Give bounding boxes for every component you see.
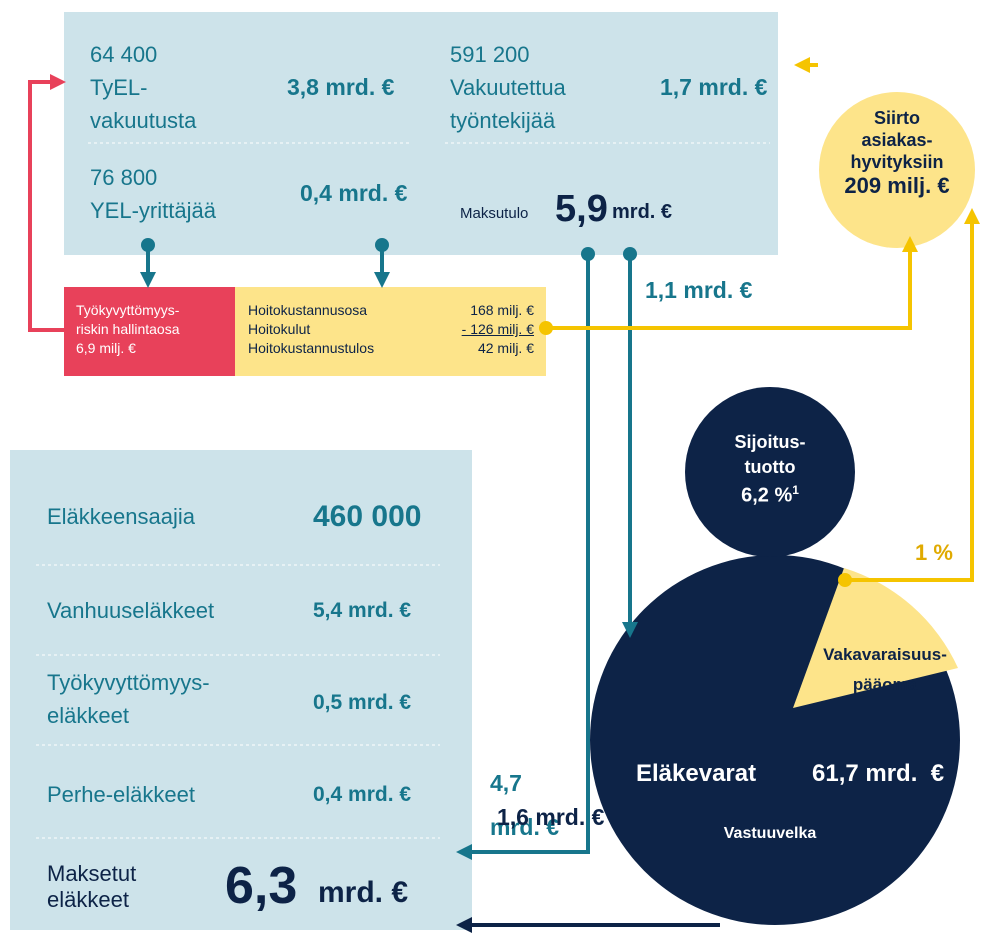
investment-circle bbox=[685, 387, 855, 557]
pension-value: 0,5 mrd. € bbox=[313, 691, 412, 714]
flow-label: 4,7 bbox=[490, 770, 522, 796]
pension-total-value: 6,3 bbox=[225, 857, 298, 915]
label: työntekijää bbox=[450, 108, 556, 133]
admin-value: 42 milj. € bbox=[477, 340, 534, 356]
flow-label: 1,6 mrd. € bbox=[497, 804, 605, 830]
flow-label: 1 % bbox=[915, 540, 953, 565]
assets-title: Eläkevarat bbox=[636, 760, 757, 787]
admin-label: Hoitokustannustulos bbox=[248, 340, 375, 356]
pension-value: 5,4 mrd. € bbox=[313, 599, 412, 622]
amount: 3,8 mrd. € bbox=[287, 74, 395, 100]
liability-label: Vastuuvelka bbox=[723, 825, 817, 842]
arrows bbox=[28, 57, 980, 933]
pension-total-label: eläkkeet bbox=[47, 887, 129, 912]
label: TyEL- bbox=[90, 75, 148, 100]
count: 76 800 bbox=[90, 165, 158, 190]
solvency-wedge bbox=[793, 568, 958, 708]
pension-label: Työkyvyttömyys- bbox=[47, 670, 210, 695]
pension-label: Perhe-eläkkeet bbox=[47, 782, 195, 807]
flow-label: 1,1 mrd. € bbox=[645, 277, 753, 303]
label: Vakuutettua bbox=[450, 75, 566, 100]
risk-amount: 6,9 milj. € bbox=[76, 340, 136, 356]
pension-total-unit: mrd. € bbox=[318, 876, 409, 909]
amount: 1,7 mrd. € bbox=[660, 74, 768, 100]
solvency-label: Vakavaraisuus- bbox=[823, 645, 947, 664]
investment-label: tuotto bbox=[744, 457, 796, 477]
count: 64 400 bbox=[90, 42, 158, 67]
total-label: Maksutulo bbox=[460, 205, 529, 222]
risk-box bbox=[64, 287, 235, 376]
dots bbox=[141, 238, 852, 587]
admin-label: Hoitokulut bbox=[248, 321, 311, 337]
solvency-label: pääoma bbox=[852, 675, 918, 694]
pension-label: Vanhuuseläkkeet bbox=[47, 598, 215, 623]
transfer-label: hyvityksiin bbox=[850, 152, 944, 172]
contributions-box bbox=[64, 12, 778, 255]
transfer-circle bbox=[819, 92, 975, 248]
pension-value: 460 000 bbox=[313, 500, 422, 533]
transfer-label: Siirto bbox=[873, 108, 920, 128]
dividers bbox=[36, 564, 440, 839]
count: 591 200 bbox=[450, 42, 530, 67]
total-unit: mrd. € bbox=[612, 201, 673, 223]
admin-label: Hoitokustannusosa bbox=[248, 302, 368, 318]
transfer-label: asiakas- bbox=[861, 130, 933, 150]
admin-value: 168 milj. € bbox=[470, 302, 534, 318]
label: vakuutusta bbox=[90, 108, 197, 133]
pensions-box bbox=[10, 450, 472, 930]
pension-value: 0,4 mrd. € bbox=[313, 783, 412, 806]
flow-label: mrd. € bbox=[490, 814, 560, 840]
assets-amount: 61,7 mrd. € bbox=[812, 760, 945, 787]
risk-label: riskin hallintaosa bbox=[76, 321, 180, 337]
investment-value-text: 6,2 % bbox=[741, 484, 793, 507]
amount: 0,4 mrd. € bbox=[300, 180, 408, 206]
total-value: 5,9 bbox=[555, 188, 608, 230]
investment-value: 6,2 %1 bbox=[690, 484, 850, 506]
admin-box bbox=[235, 287, 546, 376]
admin-value: - 126 milj. € bbox=[461, 321, 534, 337]
label: YEL-yrittäjää bbox=[90, 198, 216, 223]
investment-label: Sijoitus- bbox=[734, 432, 806, 452]
footnote: 1 bbox=[792, 483, 799, 497]
pension-label: Eläkkeensaajia bbox=[47, 504, 195, 529]
risk-label: Työkyvyttömyys- bbox=[76, 302, 180, 318]
pension-total-label: Maksetut bbox=[47, 861, 137, 886]
pension-label: eläkkeet bbox=[47, 703, 129, 728]
transfer-amount: 209 milj. € bbox=[844, 173, 950, 198]
